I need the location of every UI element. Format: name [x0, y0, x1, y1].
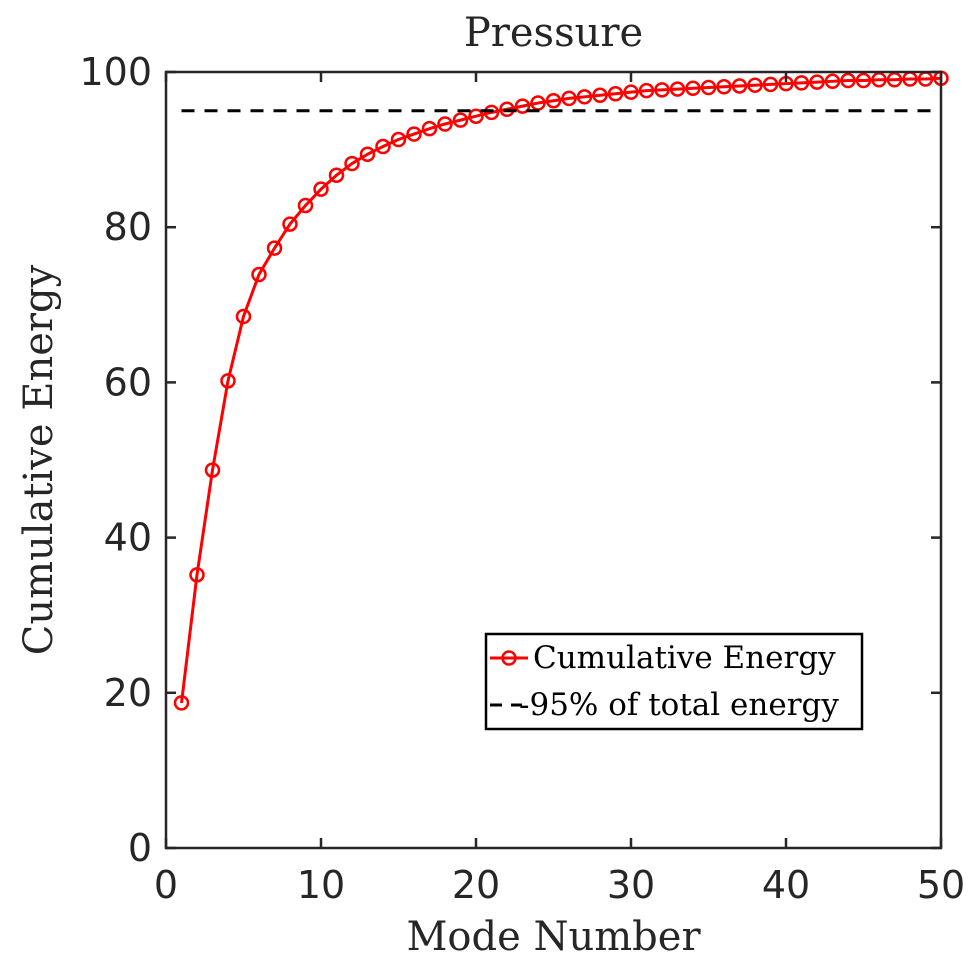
- data-point-marker: [514, 98, 531, 114]
- legend-swatch-marker: [501, 650, 517, 666]
- data-point-marker: [235, 308, 252, 325]
- data-point-marker: [886, 72, 903, 88]
- data-point-marker: [483, 104, 500, 121]
- legend-label-95-percent: -95% of total energy: [519, 687, 839, 723]
- legend-entry-cumulative-energy[interactable]: Cumulative Energy: [490, 640, 836, 676]
- data-point-marker: [576, 89, 593, 105]
- data-point-marker: [328, 167, 345, 183]
- legend-box: [484, 632, 864, 731]
- data-point-marker: [468, 108, 484, 124]
- data-point-marker: [173, 695, 190, 711]
- y-tick-label: 80: [104, 205, 152, 249]
- series-line-cumulative-energy: [180, 76, 942, 704]
- data-point-marker: [282, 216, 298, 232]
- data-point-marker: [437, 116, 453, 132]
- legend-entry-95-percent[interactable]: -95% of total energy: [490, 687, 839, 723]
- x-tick-label: 20: [452, 863, 500, 907]
- data-point-marker: [359, 146, 376, 163]
- data-point-marker: [638, 82, 655, 99]
- y-tick-label: 60: [104, 360, 152, 404]
- x-tick-label: 0: [154, 863, 178, 907]
- data-point-marker: [607, 85, 624, 102]
- chart-title: Pressure: [464, 10, 643, 56]
- y-tick-label: 0: [128, 826, 152, 870]
- data-point-marker: [406, 126, 422, 142]
- data-point-marker: [716, 78, 732, 95]
- x-tick-label: 30: [607, 863, 655, 907]
- tick-marks: [164, 70, 943, 850]
- data-point-marker: [592, 87, 608, 104]
- data-point-marker: [545, 92, 562, 109]
- data-point-marker: [840, 72, 856, 89]
- data-point-marker: [390, 131, 407, 148]
- y-tick-label: 40: [104, 516, 152, 560]
- data-point-marker: [855, 72, 872, 89]
- data-point-marker: [266, 240, 283, 256]
- data-point-marker: [251, 266, 267, 283]
- x-tick-label: 40: [762, 863, 810, 907]
- data-point-marker: [824, 73, 841, 90]
- data-point-marker: [654, 82, 670, 98]
- data-point-marker: [731, 78, 748, 94]
- data-point-marker: [623, 84, 639, 100]
- data-point-marker: [700, 79, 717, 96]
- data-point-marker: [762, 76, 779, 93]
- x-tick-label: 10: [297, 863, 345, 907]
- data-point-marker: [204, 462, 221, 478]
- data-point-marker: [561, 90, 577, 107]
- x-tick-label: 50: [917, 863, 965, 907]
- data-point-marker: [871, 72, 887, 88]
- data-point-marker: [313, 181, 329, 197]
- plot-area: [164, 70, 949, 850]
- y-tick-label: 20: [104, 671, 152, 715]
- axes-frame: [164, 70, 943, 850]
- data-point-marker: [452, 112, 469, 128]
- data-point-marker: [809, 74, 825, 90]
- data-point-marker: [344, 155, 360, 172]
- x-axis-label: Mode Number: [406, 914, 701, 960]
- data-point-marker: [499, 101, 515, 117]
- legend[interactable]: Cumulative Energy -95% of total energy: [484, 632, 864, 731]
- series-layer: [173, 70, 949, 711]
- data-point-marker: [220, 373, 236, 389]
- data-point-marker: [375, 138, 391, 155]
- data-point-marker: [297, 197, 314, 214]
- legend-label-cumulative-energy: Cumulative Energy: [533, 640, 836, 676]
- data-point-marker: [685, 80, 701, 97]
- y-tick-label: 100: [79, 50, 152, 94]
- data-point-marker: [747, 77, 763, 93]
- data-point-marker: [189, 567, 205, 583]
- y-axis-label: Cumulative Energy: [16, 264, 62, 655]
- data-point-marker: [793, 75, 810, 91]
- data-point-marker: [669, 81, 686, 97]
- data-point-marker: [421, 120, 438, 137]
- y-tick-labels: 0 20 40 60 80 100: [79, 50, 152, 870]
- x-tick-labels: 0 10 20 30 40 50: [154, 863, 965, 907]
